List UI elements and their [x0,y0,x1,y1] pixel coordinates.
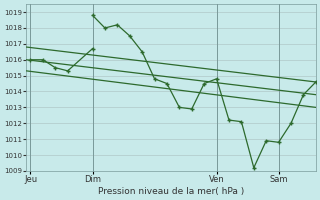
X-axis label: Pression niveau de la mer( hPa ): Pression niveau de la mer( hPa ) [98,187,244,196]
